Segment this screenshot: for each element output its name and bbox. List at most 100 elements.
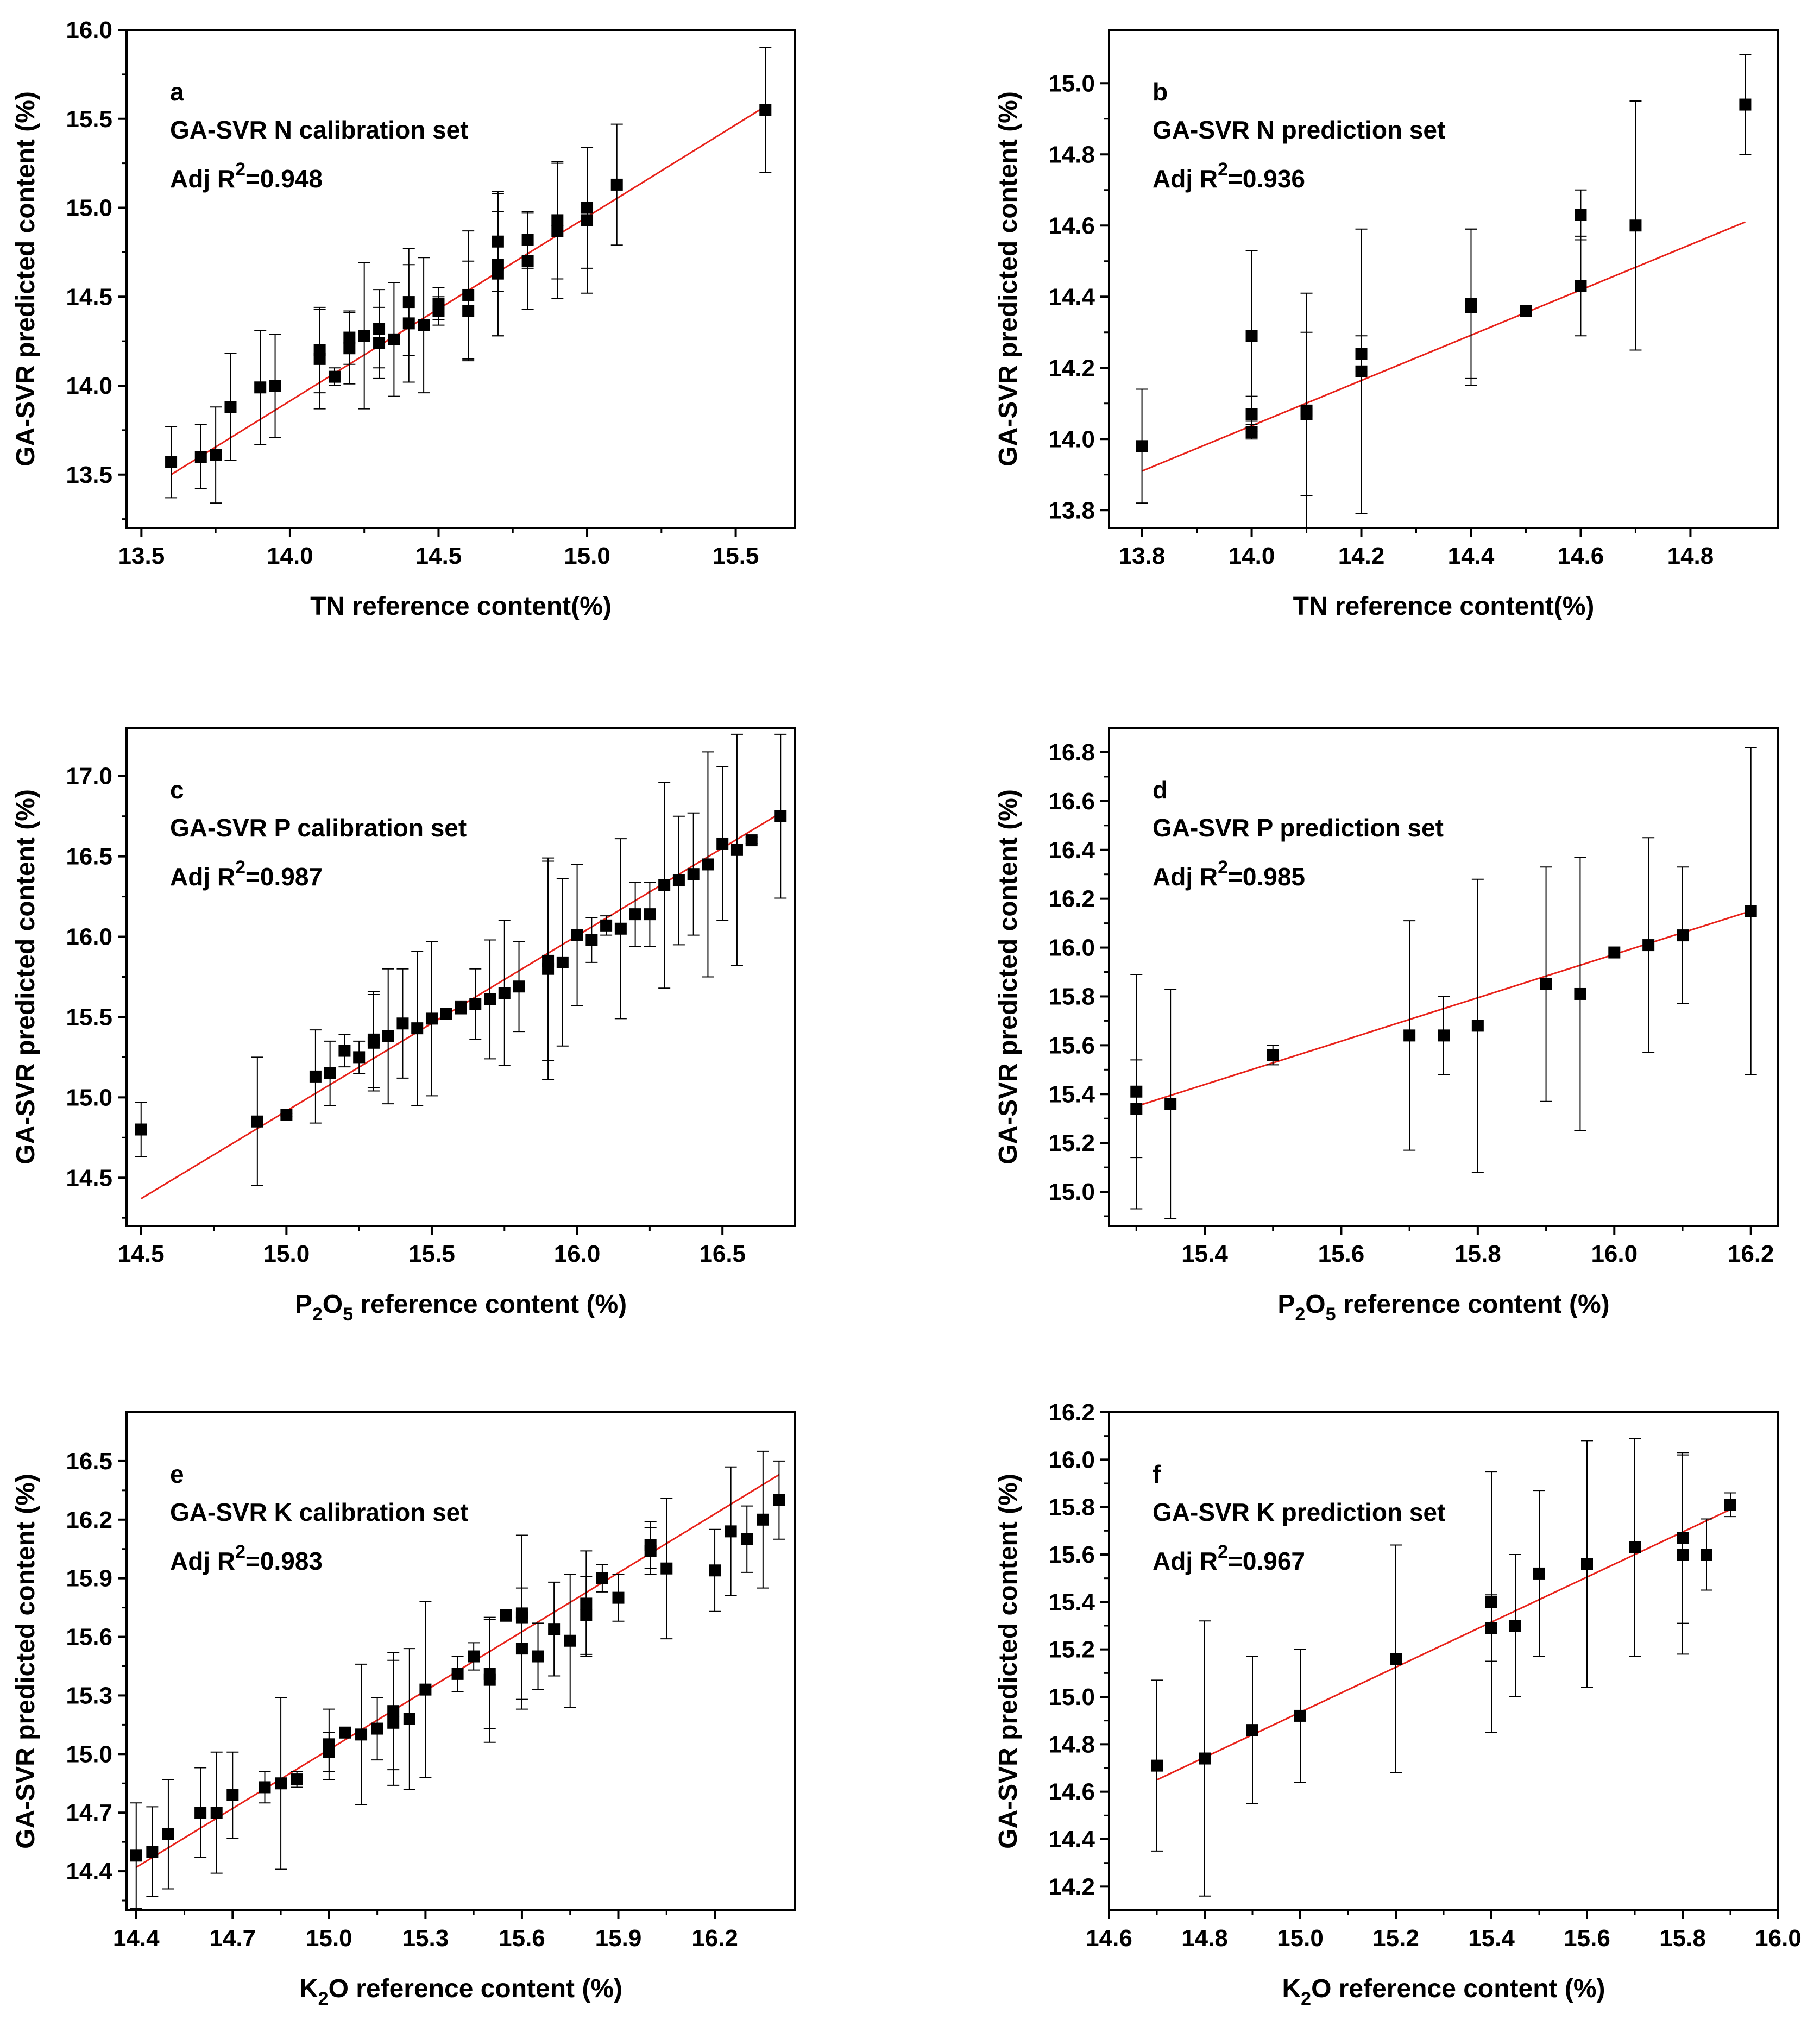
data-point bbox=[418, 257, 430, 394]
data-marker bbox=[313, 344, 326, 356]
y-axis-title: GA-SVR predicted content (%) bbox=[994, 789, 1023, 1165]
x-axis-title-text: reference content (%) bbox=[1331, 1974, 1605, 2003]
y-tick-label: 15.2 bbox=[1048, 1130, 1095, 1156]
data-marker bbox=[210, 1807, 223, 1819]
data-marker bbox=[165, 456, 178, 468]
axes-frame bbox=[1108, 727, 1779, 1227]
y-tick-label: 15.5 bbox=[66, 106, 112, 133]
y-tick-label: 14.2 bbox=[1048, 1873, 1095, 1900]
data-point bbox=[432, 287, 445, 320]
data-marker bbox=[1575, 209, 1587, 221]
data-point bbox=[644, 881, 656, 947]
data-point bbox=[165, 426, 178, 499]
data-marker bbox=[513, 980, 525, 993]
data-point bbox=[402, 248, 415, 356]
data-marker bbox=[658, 879, 671, 891]
panel-f: 14.6 14.8 15.0 15.2 15.4 15.6 15.8 16.0 14.2 14.4… bbox=[994, 1399, 1802, 2009]
data-marker bbox=[1390, 1653, 1402, 1665]
data-marker bbox=[1485, 1596, 1497, 1608]
adj-r2-label: Adj R bbox=[170, 165, 235, 193]
x-axis-title: K2O reference content (%) bbox=[299, 1974, 622, 2009]
data-point bbox=[323, 1708, 335, 1780]
x-tick-label: 15.9 bbox=[595, 1925, 642, 1952]
data-marker bbox=[254, 381, 267, 394]
data-marker bbox=[1199, 1752, 1211, 1765]
data-marker bbox=[275, 1777, 287, 1790]
x-tick-label: 15.0 bbox=[564, 543, 610, 569]
panel-d: 15.4 15.6 15.8 16.0 16.2 15.0 15.2 15.4 15.6 15.8… bbox=[994, 727, 1779, 1325]
y-tick-label: 14.7 bbox=[66, 1800, 112, 1826]
data-point bbox=[251, 1056, 263, 1187]
y-tick-label: 14.4 bbox=[66, 1858, 112, 1885]
data-point bbox=[343, 310, 356, 365]
data-marker bbox=[580, 1597, 593, 1610]
data-marker bbox=[1642, 939, 1655, 952]
x-axis-title-text: O bbox=[323, 1290, 343, 1319]
adj-r2-annotation: Adj R2=0.948 bbox=[170, 159, 323, 193]
data-point bbox=[1245, 250, 1258, 422]
panel-title: GA-SVR N prediction set bbox=[1153, 116, 1445, 144]
y-tick-label: 15.4 bbox=[1048, 1589, 1095, 1615]
data-point bbox=[585, 917, 598, 963]
panel-title: GA-SVR P prediction set bbox=[1153, 814, 1444, 842]
x-tick-label: 15.0 bbox=[1277, 1925, 1324, 1952]
data-point bbox=[1629, 1438, 1641, 1657]
data-marker bbox=[1294, 1709, 1306, 1722]
data-marker bbox=[224, 401, 237, 413]
data-point bbox=[774, 733, 787, 899]
data-point bbox=[556, 878, 569, 1047]
data-marker bbox=[1540, 978, 1552, 990]
panel-a: 13.5 14.0 14.5 15.0 15.5 13.5 14.0 14.5 15.0 15.5… bbox=[11, 17, 796, 621]
y-tick-label: 15.6 bbox=[1048, 1541, 1095, 1568]
data-marker bbox=[371, 1722, 383, 1735]
data-point bbox=[1403, 920, 1416, 1151]
data-point bbox=[1485, 1471, 1497, 1733]
y-tick-label: 16.8 bbox=[1048, 739, 1095, 766]
data-point bbox=[564, 1574, 576, 1708]
data-marker bbox=[687, 868, 700, 880]
adj-r2-annotation: Adj R2=0.987 bbox=[170, 857, 323, 891]
data-marker bbox=[1267, 1049, 1279, 1061]
data-marker bbox=[745, 834, 758, 847]
fit-line bbox=[1142, 221, 1746, 472]
x-axis-title-text: P bbox=[1277, 1290, 1295, 1319]
adj-r2-label: Adj R bbox=[1153, 1547, 1218, 1575]
data-marker bbox=[1575, 280, 1587, 292]
y-tick-label: 16.4 bbox=[1048, 837, 1095, 864]
data-marker bbox=[612, 1591, 625, 1604]
x-axis-title-text: O bbox=[1311, 1974, 1331, 2003]
data-point bbox=[500, 1609, 512, 1622]
panel-b: 13.8 14.0 14.2 14.4 14.6 14.8 13.8 14.0 14.2 14.4… bbox=[994, 29, 1779, 621]
data-point bbox=[484, 939, 496, 1060]
y-tick-label: 14.6 bbox=[1048, 1779, 1095, 1805]
x-tick-label: 15.5 bbox=[408, 1241, 455, 1267]
x-tick-label: 15.4 bbox=[1468, 1925, 1515, 1952]
y-tick-label: 15.6 bbox=[66, 1624, 112, 1651]
y-tick-label: 14.5 bbox=[66, 1165, 112, 1191]
data-marker bbox=[1130, 1085, 1143, 1098]
data-point bbox=[716, 765, 729, 921]
x-tick-label: 14.0 bbox=[1229, 543, 1275, 569]
data-point bbox=[367, 991, 380, 1088]
panel-title: GA-SVR K prediction set bbox=[1153, 1498, 1445, 1526]
data-point bbox=[462, 230, 475, 360]
x-axis-title-subscript: 2 bbox=[1295, 1304, 1305, 1325]
adj-r2-annotation: Adj R2=0.983 bbox=[170, 1541, 323, 1575]
y-tick-label: 14.0 bbox=[1048, 426, 1095, 452]
panel-c: 14.5 15.0 15.5 16.0 16.5 14.5 15.0 15.5 16.0 16.5… bbox=[11, 727, 796, 1325]
data-point bbox=[1151, 1679, 1163, 1852]
data-point bbox=[224, 353, 237, 461]
data-point bbox=[596, 1564, 608, 1593]
data-point bbox=[1520, 305, 1532, 317]
y-tick-label: 16.0 bbox=[1048, 1446, 1095, 1473]
data-marker bbox=[130, 1849, 142, 1862]
panel-title: GA-SVR K calibration set bbox=[170, 1498, 469, 1526]
data-marker bbox=[259, 1781, 271, 1794]
panel-title: GA-SVR N calibration set bbox=[170, 116, 469, 144]
y-tick-label: 16.0 bbox=[1048, 935, 1095, 961]
data-marker bbox=[585, 934, 598, 946]
adj-r2-value: =0.985 bbox=[1228, 863, 1305, 891]
x-axis-title-subscript: 5 bbox=[343, 1304, 353, 1325]
y-tick-label: 16.2 bbox=[1048, 1399, 1095, 1426]
data-point bbox=[387, 1652, 400, 1771]
